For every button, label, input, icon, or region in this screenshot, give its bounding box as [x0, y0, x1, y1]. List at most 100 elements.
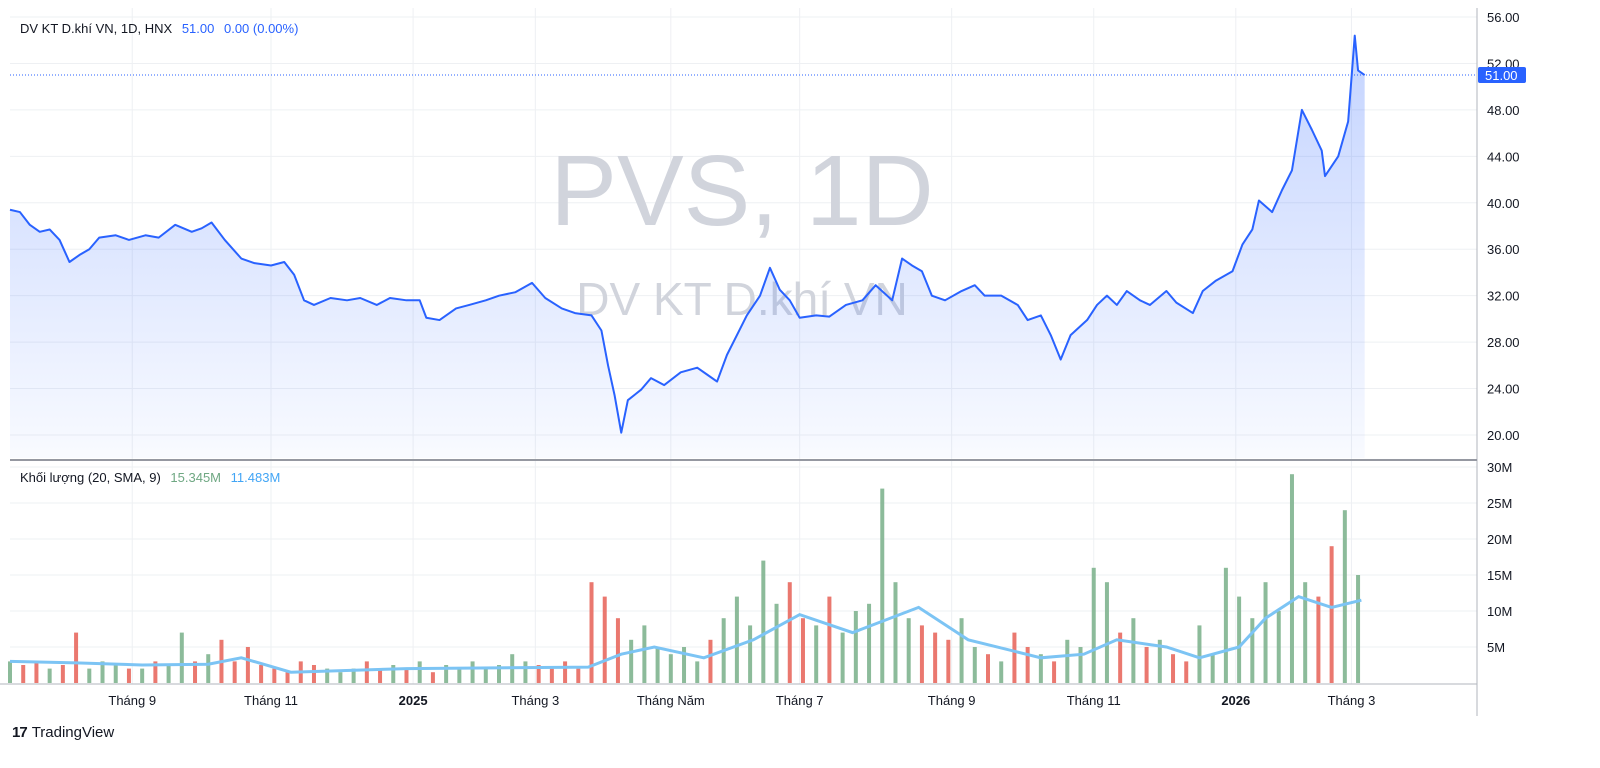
volume-bar: [814, 625, 819, 683]
time-tick-label: Tháng 9: [108, 693, 156, 708]
volume-bar: [34, 661, 39, 683]
volume-bar: [1276, 611, 1281, 683]
volume-bar: [378, 668, 383, 683]
axes: 56.0052.0048.0044.0040.0036.0032.0028.00…: [0, 8, 1526, 716]
volume-bar: [999, 661, 1004, 683]
volume-bar: [946, 639, 951, 683]
time-tick-label: 2025: [399, 693, 428, 708]
volume-tick-label: 25M: [1487, 496, 1512, 511]
volume-bar: [311, 665, 316, 683]
price-tick-label: 40.00: [1487, 196, 1520, 211]
volume-bar: [47, 668, 52, 683]
last-price-badge: [1478, 67, 1526, 84]
volume-bar: [1303, 582, 1308, 683]
volume-bar: [549, 668, 554, 683]
volume-bar: [906, 618, 911, 683]
volume-bar: [523, 661, 528, 683]
volume-bar: [1263, 582, 1268, 683]
volume-bar: [1012, 632, 1017, 683]
volume-bar: [1025, 647, 1030, 683]
volume-bar: [206, 654, 211, 683]
volume-bar: [563, 661, 568, 683]
volume-bar: [1356, 575, 1361, 683]
price-tick-label: 56.00: [1487, 10, 1520, 25]
volume-bar: [774, 603, 779, 683]
price-tick-label: 44.00: [1487, 149, 1520, 164]
volume-bar: [536, 665, 541, 683]
volume-bar: [193, 661, 198, 683]
price-tick-label: 32.00: [1487, 289, 1520, 304]
volume-bar: [470, 661, 475, 683]
time-tick-label: Tháng 3: [511, 693, 559, 708]
volume-bar: [748, 625, 753, 683]
volume-bar: [245, 647, 250, 683]
volume-bar: [483, 668, 488, 683]
volume-bar: [615, 618, 620, 683]
volume-bar: [1131, 618, 1136, 683]
volume-bar: [1342, 510, 1347, 683]
price-tick-label: 20.00: [1487, 428, 1520, 443]
volume-bar: [959, 618, 964, 683]
volume-bar: [655, 647, 660, 683]
volume-bar: [1157, 639, 1162, 683]
volume-bar: [1078, 647, 1083, 683]
tradingview-icon: 17: [12, 724, 28, 741]
volume-bar: [391, 665, 396, 683]
symbol-name: DV KT D.khí VN, 1D, HNX: [20, 21, 173, 36]
volume-bar: [457, 668, 462, 683]
symbol-legend: DV KT D.khí VN, 1D, HNX 51.00 0.00 (0.00…: [20, 21, 304, 36]
volume-bar: [113, 665, 118, 683]
volume-bar: [800, 618, 805, 683]
volume-bar: [430, 672, 435, 683]
volume-bar: [682, 647, 687, 683]
volume-bar: [1144, 647, 1149, 683]
volume-tick-label: 20M: [1487, 532, 1512, 547]
volume-bar: [1118, 632, 1123, 683]
volume-bar: [668, 654, 673, 683]
time-tick-label: Tháng 9: [928, 693, 976, 708]
price-series: [9, 34, 1477, 458]
volume-bar: [1197, 625, 1202, 683]
volume-bar: [1237, 596, 1242, 683]
price-line: [9, 34, 1366, 434]
watermark-symbol: PVS, 1D: [550, 135, 934, 247]
volume-sma-value: 11.483M: [230, 470, 281, 485]
volume-bar: [589, 582, 594, 683]
volume-bar: [140, 668, 145, 683]
volume-bar: [695, 661, 700, 683]
volume-bar: [602, 596, 607, 683]
volume-bar: [1329, 546, 1334, 683]
volume-bars: [8, 474, 1362, 683]
volume-bar: [893, 582, 898, 683]
volume-bar: [853, 611, 858, 683]
volume-bar: [840, 632, 845, 683]
tradingview-logo[interactable]: 17 TradingView: [12, 724, 114, 741]
price-tick-label: 36.00: [1487, 242, 1520, 257]
volume-bar: [497, 665, 501, 683]
volume-bar: [867, 603, 872, 683]
volume-bar: [285, 672, 290, 683]
volume-bar: [986, 654, 990, 683]
volume-bar: [259, 665, 264, 683]
volume-bar: [1038, 654, 1043, 683]
volume-bar: [1184, 661, 1189, 683]
volume-bar: [272, 668, 277, 683]
volume-bar: [576, 668, 581, 683]
time-tick-label: 2026: [1221, 693, 1250, 708]
volume-bar: [404, 668, 409, 683]
volume-bar: [734, 596, 739, 683]
volume-legend: Khối lượng (20, SMA, 9) 15.345M 11.483M: [20, 470, 286, 485]
volume-bar: [1223, 567, 1228, 683]
volume-bar: [1065, 639, 1070, 683]
volume-bar: [933, 632, 938, 683]
volume-bar: [642, 625, 647, 683]
volume-bar: [972, 647, 977, 683]
volume-bar: [444, 665, 449, 683]
volume-bar: [708, 639, 713, 683]
volume-bar: [787, 582, 792, 683]
volume-bar: [126, 668, 131, 683]
volume-tick-label: 5M: [1487, 640, 1505, 655]
volume-bar: [351, 668, 356, 683]
volume-bar: [1210, 654, 1215, 683]
